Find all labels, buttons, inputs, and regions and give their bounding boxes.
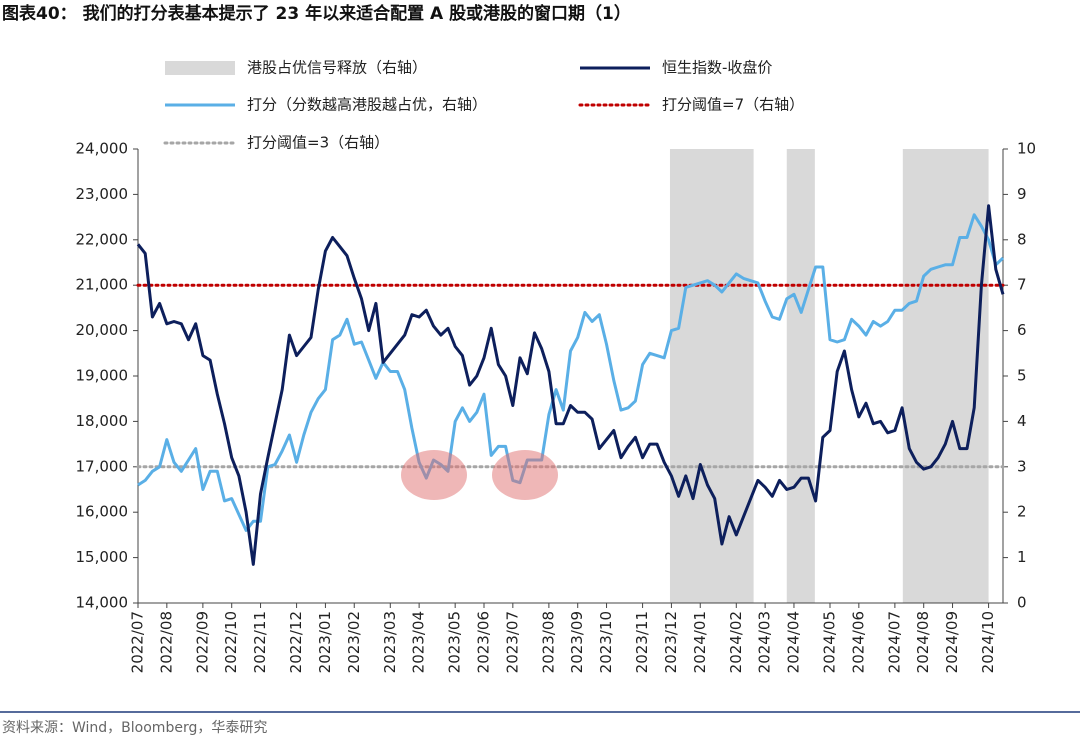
x-tick-label: 2024/10 (979, 611, 997, 673)
x-tick-label: 2023/05 (446, 611, 464, 673)
highlight-circle (401, 450, 467, 500)
y2-tick-label: 3 (1017, 457, 1027, 475)
y-tick-label: 16,000 (76, 503, 129, 521)
x-tick-label: 2024/01 (691, 611, 709, 673)
x-tick-label: 2024/08 (914, 611, 932, 673)
y-tick-label: 21,000 (76, 276, 129, 294)
y-tick-label: 18,000 (76, 412, 129, 430)
y2-tick-label: 0 (1017, 594, 1027, 612)
x-tick-label: 2023/10 (597, 611, 615, 673)
y-tick-label: 23,000 (76, 185, 129, 203)
x-tick-label: 2022/11 (251, 611, 269, 673)
y2-tick-label: 6 (1017, 321, 1027, 339)
signal-band (902, 149, 989, 603)
x-tick-label: 2023/08 (539, 611, 557, 673)
legend-swatch (165, 61, 235, 75)
signal-band (669, 149, 754, 603)
plot-area: 14,000 15,000 16,000 17,000 18,000 19,000 20,0… (76, 140, 1037, 674)
series-line (136, 204, 1005, 566)
legend-label: 打分（分数越高港股越占优，右轴） (247, 96, 487, 114)
y2-tick-label: 9 (1017, 185, 1027, 203)
y2-tick-label: 4 (1017, 412, 1027, 430)
y-tick-label: 17,000 (76, 457, 129, 475)
x-tick-label: 2023/11 (633, 611, 651, 673)
y-tick-label: 15,000 (76, 548, 129, 566)
x-tick-label: 2023/01 (316, 611, 334, 673)
x-tick-label: 2022/10 (222, 611, 240, 673)
x-tick-label: 2023/04 (410, 611, 428, 673)
x-tick-label: 2023/07 (503, 611, 521, 673)
y-tick-label: 24,000 (76, 140, 129, 158)
y-tick-label: 22,000 (76, 230, 129, 248)
chart-title: 图表40： 我们的打分表基本提示了 23 年以来适合配置 A 股或港股的窗口期（… (2, 3, 631, 24)
y-tick-label: 20,000 (76, 321, 129, 339)
y2-tick-label: 7 (1017, 276, 1027, 294)
legend-label: 打分阈值=3（右轴） (247, 134, 389, 152)
x-tick-label: 2022/09 (193, 611, 211, 673)
x-tick-label: 2024/09 (943, 611, 961, 673)
x-tick-label: 2022/08 (157, 611, 175, 673)
signal-band (786, 149, 815, 603)
y2-tick-label: 8 (1017, 230, 1027, 248)
x-tick-label: 2024/02 (727, 611, 745, 673)
y-tick-label: 19,000 (76, 367, 129, 385)
source-note: 资料来源：Wind，Bloomberg，华泰研究 (2, 720, 267, 736)
x-tick-label: 2023/02 (345, 611, 363, 673)
x-tick-label: 2024/07 (885, 611, 903, 673)
x-tick-label: 2023/03 (381, 611, 399, 673)
y2-tick-label: 1 (1017, 548, 1027, 566)
highlight-circle (492, 450, 558, 500)
x-tick-label: 2024/04 (784, 611, 802, 673)
series-line (137, 213, 1005, 532)
y2-tick-label: 2 (1017, 503, 1027, 521)
x-tick-label: 2022/12 (287, 611, 305, 673)
y2-tick-label: 10 (1017, 140, 1036, 158)
x-tick-label: 2023/06 (475, 611, 493, 673)
legend-label: 港股占优信号释放（右轴） (247, 59, 427, 77)
x-tick-label: 2022/07 (129, 611, 147, 673)
legend-label: 打分阈值=7（右轴） (662, 96, 804, 114)
x-tick-label: 2024/03 (756, 611, 774, 673)
x-tick-label: 2024/06 (849, 611, 867, 673)
legend-label: 恒生指数-收盘价 (662, 59, 772, 77)
x-tick-label: 2024/05 (821, 611, 839, 673)
y2-tick-label: 5 (1017, 367, 1027, 385)
y-tick-label: 14,000 (76, 594, 129, 612)
x-tick-label: 2023/09 (568, 611, 586, 673)
x-tick-label: 2023/12 (662, 611, 680, 673)
